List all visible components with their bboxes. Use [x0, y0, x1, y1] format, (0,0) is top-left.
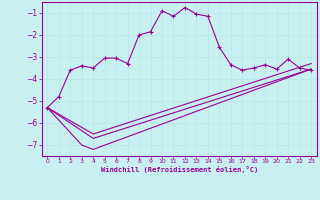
X-axis label: Windchill (Refroidissement éolien,°C): Windchill (Refroidissement éolien,°C)	[100, 166, 258, 173]
